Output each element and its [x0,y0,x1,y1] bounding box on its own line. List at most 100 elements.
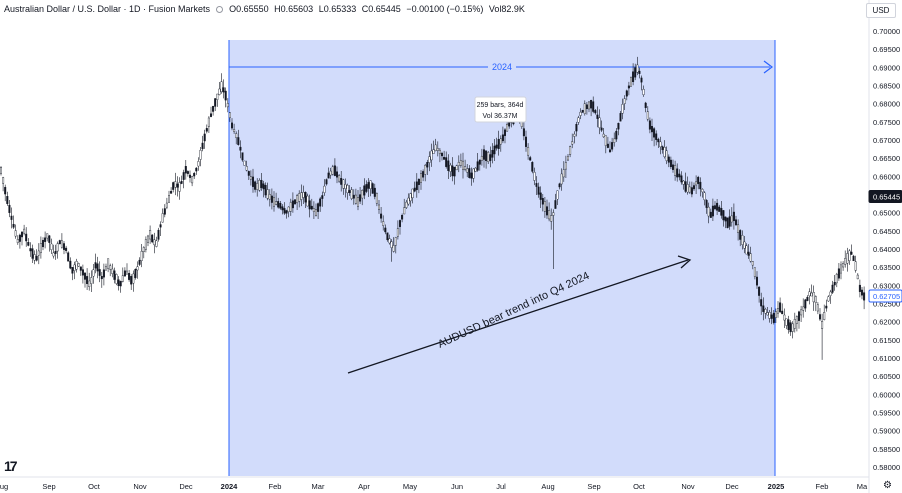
candle-body [682,180,685,185]
candle-body [153,239,156,246]
candle-body [722,210,725,221]
candle-body [611,142,614,150]
candle-body [270,195,273,203]
y-axis[interactable]: 0.70000 0.69500 0.69000 0.68500 0.68000 0.675… [873,27,900,472]
candle-body [218,88,221,95]
candle-body [333,165,336,176]
candle-body [535,183,538,187]
candle-body [665,150,668,162]
candle-body [751,261,754,266]
candle-body [291,200,294,209]
x-tick-label: 2025 [768,482,785,491]
candle-body [123,270,126,277]
candle-body [228,112,231,118]
symbol-title[interactable]: Australian Dollar / U.S. Dollar · 1D · F… [4,4,211,14]
currency-selector[interactable]: USD [866,3,896,18]
candle-body [354,194,357,204]
candle-body [321,195,324,199]
candle-body [399,220,402,227]
change-value: −0.00100 (−0.15%) [406,4,484,14]
candle-body [54,251,57,254]
candle-body [562,169,565,178]
candle-body [800,309,803,316]
candle-body [312,208,315,212]
candle-body [348,190,351,193]
candle-body [827,296,830,302]
candle-body [67,252,70,262]
candle-body [96,263,99,272]
candle-body [638,70,641,74]
candle-body [159,224,162,228]
candle-body [281,206,284,211]
price-label-text: 0.65445 [873,192,900,201]
candle-body [840,264,843,274]
candle-body [819,314,822,320]
y-tick-label: 0.62500 [873,300,900,309]
candle-body [300,192,303,200]
x-tick-label: Feb [269,482,282,491]
tradingview-logo-icon[interactable]: 17 [4,458,18,474]
candle-body [81,269,84,276]
candle-body [829,291,832,296]
candle-body [338,175,341,182]
y-tick-label: 0.65000 [873,209,900,218]
candle-body [23,228,26,234]
candle-body [369,180,372,189]
candle-body [422,171,425,178]
candle-body [90,277,93,284]
candle-body [197,161,200,167]
candle-body [138,259,141,265]
candle-body [642,89,645,95]
candle-body [636,64,639,73]
candle-body [52,252,55,257]
candle-body [606,143,609,148]
candle-body [436,148,439,151]
candle-body [806,296,809,301]
candle-body [193,173,196,177]
candle-body [583,103,586,114]
candle-body [258,180,261,191]
candle-body [266,189,269,199]
candle-body [434,144,437,151]
candle-body [308,200,311,210]
candle-body [777,308,780,314]
candle-body [537,186,540,195]
candle-body [180,181,183,184]
candle-body [581,109,584,113]
candle-body [846,253,849,264]
candle-body [262,183,265,190]
candle-body [226,103,229,108]
candle-body [825,305,828,309]
candle-body [443,157,446,160]
candle-body [119,281,122,287]
candle-body [667,156,670,163]
candle-body [653,128,656,138]
candle-body [730,215,733,223]
candle-body [365,184,368,192]
candle-body [735,219,738,226]
candle-body [672,164,675,170]
candle-body [823,312,826,320]
candle-body [837,268,840,279]
candle-body [35,255,38,261]
candle-body [102,269,105,278]
candle-body [680,175,683,183]
candle-body [71,267,74,274]
candle-body [88,280,91,288]
gear-icon[interactable]: ⚙ [883,480,892,491]
candle-body [239,146,242,151]
candle-body [203,133,206,142]
candle-body [602,133,605,138]
candle-body [277,201,280,208]
candle-body [115,274,118,284]
candle-body [663,147,666,157]
candle-body [279,203,282,209]
y-tick-label: 0.66500 [873,154,900,163]
candle-body [92,269,95,277]
candle-body [243,160,246,166]
x-axis[interactable]: ug Sep Oct Nov Dec 2024 Feb Mar Apr May Jun Jul Aug S… [0,482,868,491]
candle-body [466,168,469,173]
candle-body [808,291,811,297]
candle-body [625,90,628,97]
